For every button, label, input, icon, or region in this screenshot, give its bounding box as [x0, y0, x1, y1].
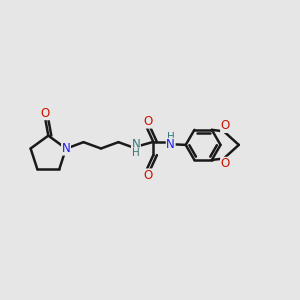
Text: H: H — [167, 132, 175, 142]
Text: H: H — [132, 148, 140, 158]
Text: O: O — [41, 106, 50, 120]
Text: O: O — [144, 115, 153, 128]
Text: N: N — [131, 138, 140, 151]
Text: O: O — [144, 169, 153, 182]
Text: O: O — [221, 119, 230, 132]
Text: O: O — [221, 158, 230, 170]
Text: N: N — [166, 138, 175, 152]
Text: N: N — [61, 142, 70, 155]
